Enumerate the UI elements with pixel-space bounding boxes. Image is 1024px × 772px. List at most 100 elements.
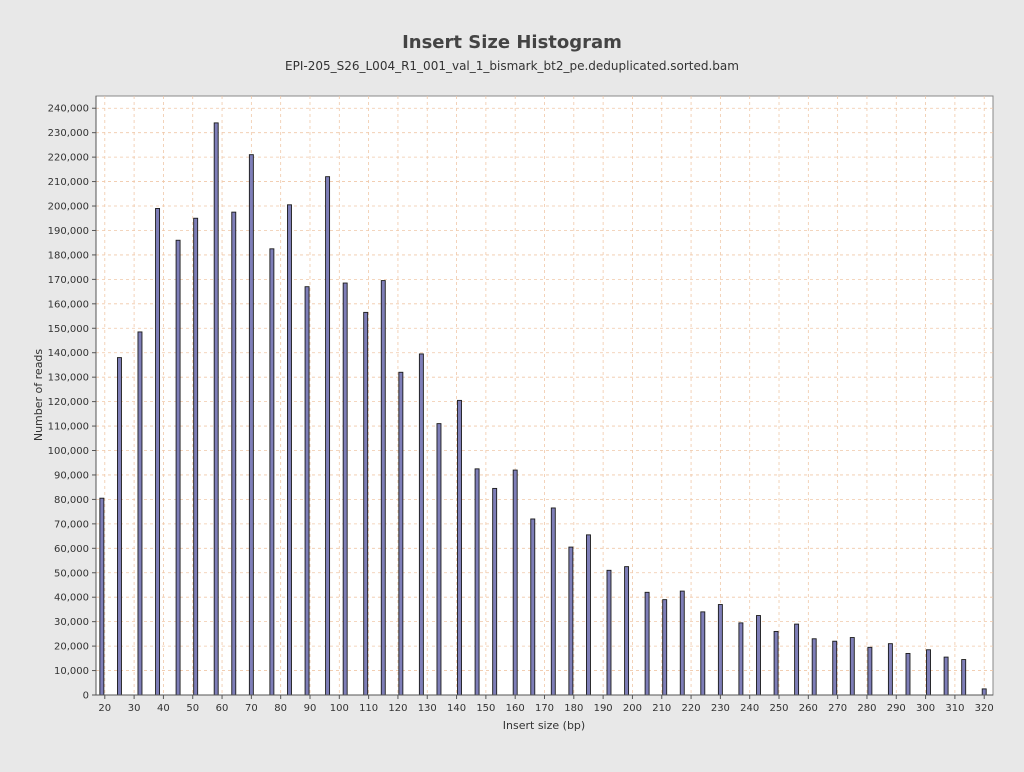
x-tick-label: 270	[828, 703, 847, 714]
histogram-bar	[961, 659, 967, 696]
histogram-bar	[530, 518, 536, 696]
histogram-bar	[700, 611, 706, 696]
histogram-bar	[342, 282, 348, 696]
y-tick-label: 110,000	[48, 422, 89, 433]
y-tick-label: 160,000	[48, 299, 89, 310]
x-tick-label: 240	[740, 703, 759, 714]
histogram-bar	[457, 399, 462, 696]
y-tick-label: 240,000	[48, 104, 89, 115]
y-tick-label: 210,000	[48, 177, 89, 188]
histogram-bar	[586, 534, 591, 696]
histogram-bar	[644, 591, 650, 696]
histogram-bar	[248, 154, 254, 696]
x-tick-label: 220	[682, 703, 701, 714]
histogram-bar	[624, 566, 630, 696]
histogram-bar	[474, 468, 480, 696]
x-tick-label: 130	[418, 703, 437, 714]
histogram-bar	[773, 630, 779, 696]
histogram-bar	[794, 623, 800, 696]
histogram-bar	[887, 643, 893, 696]
histogram-bar	[175, 239, 181, 696]
x-tick-label: 50	[186, 703, 199, 714]
y-tick-label: 60,000	[54, 544, 89, 555]
y-tick-label: 10,000	[54, 666, 89, 677]
x-tick-label: 180	[564, 703, 583, 714]
histogram-bar	[679, 590, 685, 696]
y-tick-label: 90,000	[54, 470, 89, 481]
histogram-bar	[849, 637, 855, 696]
x-tick-label: 230	[711, 703, 730, 714]
y-tick-label: 80,000	[54, 495, 89, 506]
histogram-bar	[568, 546, 574, 696]
x-tick-label: 200	[623, 703, 642, 714]
histogram-bar	[512, 469, 518, 696]
histogram-bar	[436, 423, 442, 696]
x-tick-label: 300	[916, 703, 935, 714]
histogram-bar	[738, 622, 744, 696]
histogram-bar	[269, 248, 275, 696]
chart-subtitle: EPI-205_S26_L004_R1_001_val_1_bismark_bt…	[285, 59, 739, 73]
x-tick-label: 90	[304, 703, 317, 714]
histogram-bar	[398, 371, 404, 696]
histogram-bar	[606, 569, 612, 696]
histogram-bar	[662, 599, 668, 696]
histogram-bar	[811, 638, 817, 696]
histogram-bar	[943, 656, 949, 696]
y-axis-label: Number of reads	[32, 349, 45, 442]
grid-lines	[96, 96, 993, 695]
histogram-bar	[363, 311, 369, 696]
histogram-bar	[231, 211, 237, 696]
x-tick-label: 30	[128, 703, 141, 714]
histogram-bar	[325, 176, 331, 696]
histogram-bar	[717, 604, 723, 696]
y-tick-label: 180,000	[48, 250, 89, 261]
x-tick-label: 120	[388, 703, 407, 714]
x-tick-label: 80	[274, 703, 287, 714]
x-tick-label: 60	[216, 703, 229, 714]
x-tick-label: 260	[799, 703, 818, 714]
bars	[99, 122, 987, 696]
x-tick-label: 250	[769, 703, 788, 714]
x-tick-label: 310	[945, 703, 964, 714]
x-tick-label: 170	[535, 703, 554, 714]
x-tick-label: 20	[98, 703, 111, 714]
y-tick-label: 70,000	[54, 519, 89, 530]
x-tick-label: 100	[330, 703, 349, 714]
x-tick-label: 140	[447, 703, 466, 714]
y-tick-label: 50,000	[54, 568, 89, 579]
y-tick-label: 20,000	[54, 642, 89, 653]
y-tick-label: 130,000	[48, 373, 89, 384]
x-tick-label: 190	[594, 703, 613, 714]
chart-title: Insert Size Histogram	[402, 32, 622, 53]
y-tick-label: 170,000	[48, 275, 89, 286]
histogram-bar	[193, 217, 199, 696]
x-tick-label: 290	[887, 703, 906, 714]
x-tick-label: 150	[476, 703, 495, 714]
histogram-bar	[99, 497, 105, 696]
histogram-bar	[905, 652, 911, 696]
histogram-bar	[116, 357, 122, 696]
histogram-bar	[418, 353, 424, 696]
histogram-bar	[380, 280, 386, 696]
x-tick-label: 280	[857, 703, 876, 714]
y-tick-label: 40,000	[54, 593, 89, 604]
histogram-bar	[926, 649, 931, 696]
y-tick-label: 140,000	[48, 348, 89, 359]
histogram-bar	[137, 331, 143, 696]
x-axis-ticks: 20 30 40 50 60 70 80 90 100 110 120 130 140 150 160 170…	[98, 695, 994, 714]
y-tick-label: 120,000	[48, 397, 89, 408]
x-axis-label: Insert size (bp)	[503, 719, 585, 732]
x-tick-label: 40	[157, 703, 170, 714]
y-tick-label: 30,000	[54, 617, 89, 628]
y-axis-ticks: 0 10,000 20,000 30,000 40,000 50,000 60,000 70,…	[48, 104, 96, 702]
histogram-bar	[867, 646, 873, 696]
x-tick-label: 320	[975, 703, 994, 714]
histogram-bar	[155, 208, 161, 696]
y-tick-label: 150,000	[48, 324, 89, 335]
histogram-bar	[287, 204, 292, 696]
histogram-bar	[981, 688, 987, 696]
y-tick-label: 230,000	[48, 128, 89, 139]
histogram-bar	[213, 122, 219, 696]
